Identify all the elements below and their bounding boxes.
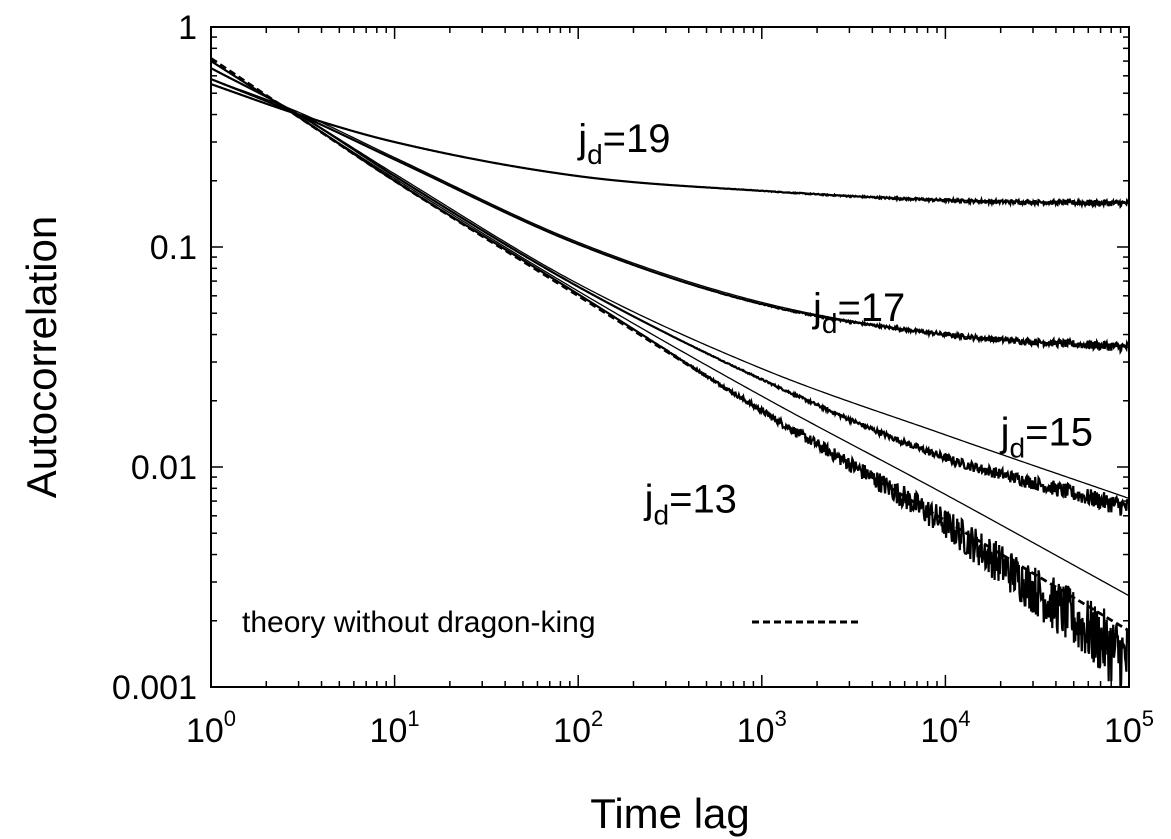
x-tick-label: 100 (186, 706, 236, 750)
theory-without-dragon-king-line (211, 57, 1129, 633)
theory-line-jd17 (211, 78, 1129, 348)
series-line-jd17 (211, 78, 1129, 356)
y-tick-label: 0.1 (150, 229, 197, 267)
legend-label: theory without dragon-king (242, 606, 596, 639)
series-annotation: jd=13 (644, 478, 737, 531)
y-axis-title: Autocorrelation (18, 216, 65, 499)
theory-line-jd15 (211, 67, 1129, 500)
x-tick-label: 102 (553, 706, 603, 750)
theory-line-jd19 (211, 83, 1129, 204)
x-tick-label: 105 (1104, 706, 1154, 750)
x-tick-label: 104 (920, 706, 970, 750)
annotations: jd=19 jd=17 jd=15 jd=13 (577, 117, 1093, 531)
legend: theory without dragon-king (242, 606, 862, 639)
y-tick-label: 1 (178, 9, 197, 47)
plot-area (211, 57, 1129, 687)
series-annotation: jd=15 (1000, 411, 1093, 464)
series-annotation: jd=19 (577, 117, 670, 170)
series-line-jd15 (211, 67, 1129, 516)
x-tick-label: 103 (737, 706, 787, 750)
series-annotation: jd=17 (812, 286, 905, 339)
y-tick-label: 0.01 (131, 449, 197, 487)
x-axis-title: Time lag (590, 790, 750, 837)
y-tick-label: 0.001 (112, 669, 197, 707)
tick-labels: 100 101 102 103 104 105 1 0.1 0.01 0.001 (112, 9, 1154, 750)
plot-frame (210, 26, 1130, 688)
x-tick-label: 101 (370, 706, 420, 750)
theory-line-jd13 (211, 60, 1129, 597)
